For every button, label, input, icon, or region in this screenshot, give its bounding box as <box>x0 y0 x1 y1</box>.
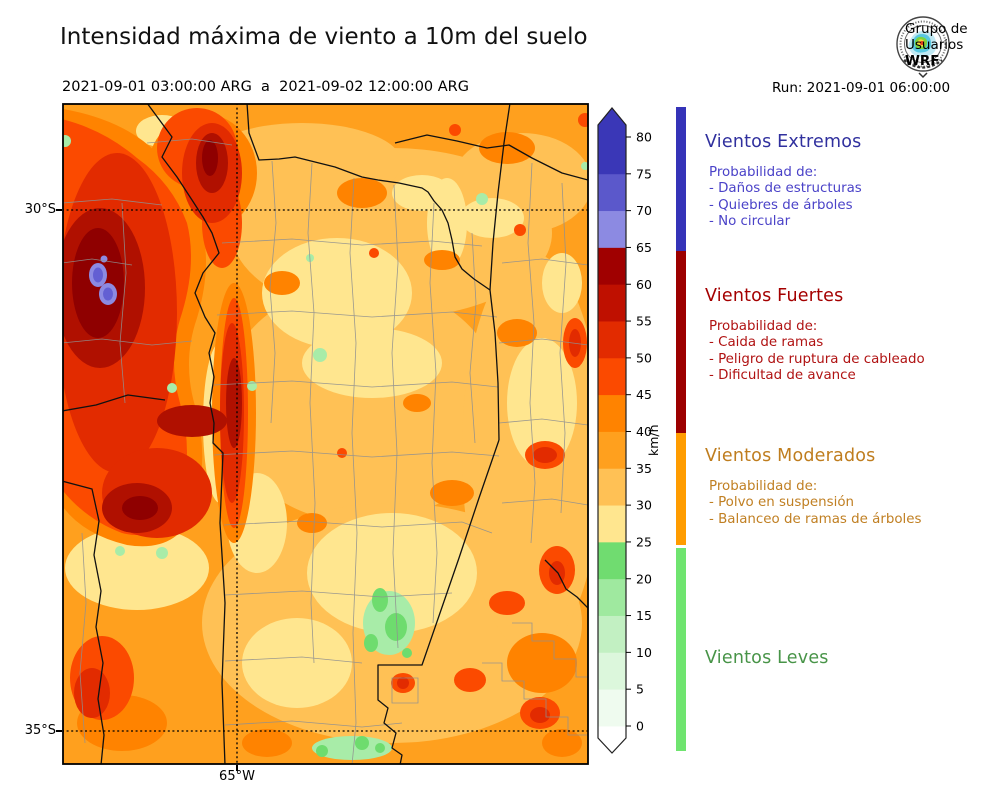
legend-line: - Quiebres de árboles <box>709 197 853 213</box>
strip-vientos-extremos <box>676 107 686 251</box>
legend-title-4: Vientos Leves <box>705 648 829 668</box>
legend-line: - No circular <box>709 213 791 229</box>
legend-line: - Daños de estructuras <box>709 181 862 197</box>
colorbar-tick-label: 80 <box>636 130 652 145</box>
model-run-label: Run: 2021-09-01 06:00:00 <box>772 80 951 96</box>
colorbar-segment-60-65 <box>598 247 626 285</box>
logo-text: Grupo de Usuarios WRF <box>905 21 968 69</box>
logo-line-1: Grupo de <box>905 21 968 37</box>
colorbar-tick-label: 70 <box>636 203 652 218</box>
colorbar-tick-label: 10 <box>636 645 652 660</box>
wind-intensity-map <box>62 103 589 765</box>
legend-line: - Peligro de ruptura de cableado <box>709 351 925 367</box>
strip-vientos-leves <box>676 548 686 751</box>
lat-tick-30s <box>56 209 62 211</box>
graticule-lines <box>63 104 588 764</box>
colorbar-segment-20-25 <box>598 541 626 580</box>
legend-line: - Polvo en suspensión <box>709 495 854 511</box>
colorbar-segment-55-60 <box>598 284 626 322</box>
strip-vientos-moderados <box>676 433 686 545</box>
colorbar-segment-50-55 <box>598 321 626 359</box>
colorbar-segment-30-35 <box>598 468 626 506</box>
wrf-users-group-logo-icon <box>896 16 950 79</box>
colorbar-tick-label: 40 <box>636 424 652 439</box>
colorbar-segment-70-75 <box>598 173 626 212</box>
colorbar-tick-label: 35 <box>636 461 652 476</box>
colorbar-unit-label: km/h <box>646 424 661 456</box>
colorbar-tick-label: 55 <box>636 314 652 329</box>
legend-line: - Dificultad de avance <box>709 367 856 383</box>
colorbar-tick-label: 45 <box>636 387 652 402</box>
colorbar-tick-label: 60 <box>636 277 652 292</box>
department-borders <box>63 138 588 764</box>
colorbar-tick-label: 75 <box>636 166 652 181</box>
colorbar-segment-35-40 <box>598 431 626 469</box>
colorbar-segment-65-70 <box>598 210 626 248</box>
colorbar-tick-label: 30 <box>636 498 652 513</box>
legend-title-2: Vientos Fuertes <box>705 286 844 306</box>
colorbar-segment-15-20 <box>598 578 626 616</box>
logo-line-3: WRF <box>905 53 940 69</box>
legend-line: Probabilidad de: <box>709 165 818 180</box>
lon-tick-65w <box>236 765 238 771</box>
legend-line: - Caida de ramas <box>709 335 824 351</box>
lon-label-65w: 65°W <box>219 769 255 784</box>
colorbar-tick-label: 65 <box>636 240 652 255</box>
colorbar-segment-10-15 <box>598 615 626 653</box>
province-borders <box>63 104 588 764</box>
map-contours <box>63 104 588 764</box>
extreme-wind-spots <box>89 255 117 305</box>
colorbar-tick-label: 15 <box>636 608 652 623</box>
colorbar-segment-0-5 <box>598 689 626 727</box>
colorbar-segment-5-10 <box>598 652 626 690</box>
lat-label-35s: 35°S <box>24 723 56 738</box>
colorbar-tick-label: 50 <box>636 350 652 365</box>
colorbar-segment-45-50 <box>598 357 626 396</box>
legend-line: - Balanceo de ramas de árboles <box>709 511 922 527</box>
page-title: Intensidad máxima de viento a 10m del su… <box>60 24 588 50</box>
colorbar-segment-40-45 <box>598 394 626 432</box>
legend-title-1: Vientos Extremos <box>705 132 862 152</box>
strip-vientos-fuertes <box>676 251 686 433</box>
lat-label-30s: 30°S <box>24 202 56 217</box>
wind-category-strip <box>676 107 686 751</box>
logo-line-2: Usuarios <box>905 37 964 53</box>
forecast-period: 2021-09-01 03:00:00 ARG a 2021-09-02 12:… <box>62 79 469 95</box>
colorbar-tick-label: 5 <box>636 682 644 697</box>
colorbar-segment-75-80 <box>598 137 626 175</box>
legend-line: Probabilidad de: <box>709 479 818 494</box>
colorbar-tick-label: 25 <box>636 534 652 549</box>
legend-line: Probabilidad de: <box>709 319 818 334</box>
legend-title-3: Vientos Moderados <box>705 446 876 466</box>
lat-tick-35s <box>56 730 62 732</box>
colorbar-tick-label: 0 <box>636 719 644 734</box>
colorbar-segment-25-30 <box>598 505 626 543</box>
colorbar-tick-label: 20 <box>636 571 652 586</box>
map-frame <box>62 103 589 765</box>
